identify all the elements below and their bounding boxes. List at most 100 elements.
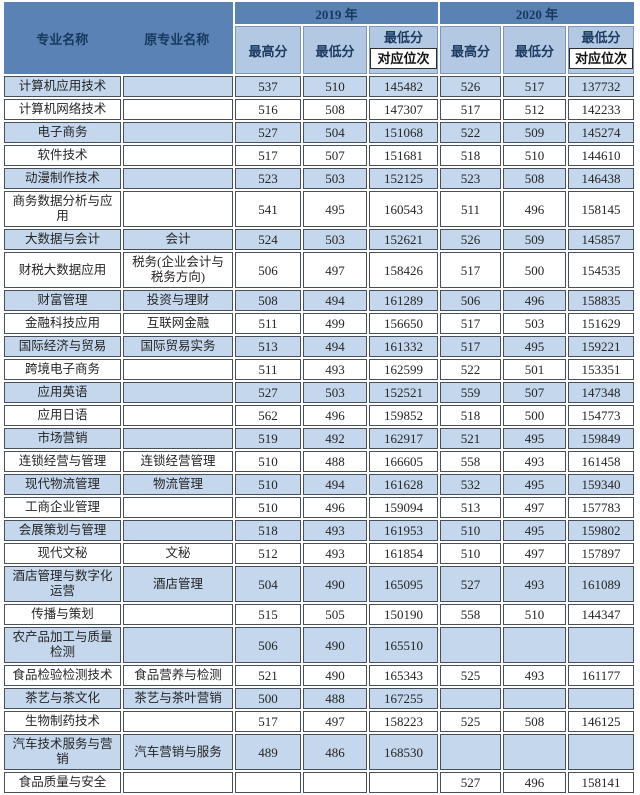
cell-major: 生物制药技术 bbox=[4, 711, 121, 732]
cell-original-major bbox=[123, 191, 233, 227]
cell-2020-min bbox=[503, 688, 566, 709]
cell-2019-max: 519 bbox=[235, 428, 301, 449]
header-2019-rank-top: 最低分 bbox=[370, 27, 437, 48]
header-2020-rank-top: 最低分 bbox=[569, 27, 633, 48]
cell-2019-min: 499 bbox=[303, 313, 367, 334]
cell-2019-rank: 156650 bbox=[369, 313, 438, 334]
cell-2019-rank: 151068 bbox=[369, 122, 438, 143]
cell-2019-rank: 159094 bbox=[369, 497, 438, 518]
cell-2019-max: 510 bbox=[235, 474, 301, 495]
header-2020-rank-bottom: 对应位次 bbox=[569, 48, 633, 69]
cell-2019-min: 510 bbox=[303, 76, 367, 97]
cell-original-major bbox=[123, 497, 233, 518]
table-row: 茶艺与茶文化 茶艺与茶叶营销 500 488 167255 bbox=[4, 688, 634, 709]
cell-2020-rank: 158835 bbox=[568, 290, 634, 311]
cell-original-major bbox=[123, 711, 233, 732]
cell-2020-max: 510 bbox=[440, 543, 501, 564]
cell-2019-min: 495 bbox=[303, 191, 367, 227]
cell-2019-rank: 168530 bbox=[369, 734, 438, 770]
cell-2019-rank: 161628 bbox=[369, 474, 438, 495]
cell-original-major: 连锁经营管理 bbox=[123, 451, 233, 472]
table-row: 农产品加工与质量检测 506 490 165510 bbox=[4, 627, 634, 663]
cell-major: 酒店管理与数字化运营 bbox=[4, 566, 121, 602]
cell-major: 茶艺与茶文化 bbox=[4, 688, 121, 709]
cell-major: 传播与策划 bbox=[4, 604, 121, 625]
cell-2020-max: 521 bbox=[440, 428, 501, 449]
cell-2020-min bbox=[503, 627, 566, 663]
cell-2020-max: 525 bbox=[440, 711, 501, 732]
cell-2019-max: 517 bbox=[235, 711, 301, 732]
cell-2019-rank: 165510 bbox=[369, 627, 438, 663]
cell-2020-min: 507 bbox=[503, 382, 566, 403]
cell-2019-rank: 162599 bbox=[369, 359, 438, 380]
cell-2020-min: 496 bbox=[503, 191, 566, 227]
cell-2019-min: 488 bbox=[303, 451, 367, 472]
cell-2019-min: 494 bbox=[303, 474, 367, 495]
table-row: 汽车技术服务与营销 汽车营销与服务 489 486 168530 bbox=[4, 734, 634, 770]
cell-major: 金融科技应用 bbox=[4, 313, 121, 334]
cell-2019-rank: 145482 bbox=[369, 76, 438, 97]
table-row: 商务数据分析与应用 541 495 160543 511 496 158145 bbox=[4, 191, 634, 227]
table-row: 食品质量与安全 527 496 158141 bbox=[4, 772, 634, 793]
cell-2019-rank: 152125 bbox=[369, 168, 438, 189]
cell-original-major bbox=[123, 99, 233, 120]
cell-2019-max: 562 bbox=[235, 405, 301, 426]
cell-2020-max: 518 bbox=[440, 145, 501, 166]
cell-2019-max: 500 bbox=[235, 688, 301, 709]
cell-2019-max: 523 bbox=[235, 168, 301, 189]
cell-original-major: 文秘 bbox=[123, 543, 233, 564]
cell-major: 农产品加工与质量检测 bbox=[4, 627, 121, 663]
cell-major: 会展策划与管理 bbox=[4, 520, 121, 541]
cell-major: 应用英语 bbox=[4, 382, 121, 403]
cell-2020-min: 493 bbox=[503, 451, 566, 472]
cell-original-major: 会计 bbox=[123, 229, 233, 250]
header-year-2019: 2019 年 bbox=[235, 2, 438, 24]
cell-2020-rank: 154535 bbox=[568, 252, 634, 288]
table-row: 会展策划与管理 518 493 161953 510 495 159802 bbox=[4, 520, 634, 541]
cell-2019-max: 511 bbox=[235, 313, 301, 334]
table-row: 连锁经营与管理 连锁经营管理 510 488 166605 558 493 161458 bbox=[4, 451, 634, 472]
cell-2019-min: 488 bbox=[303, 688, 367, 709]
header-2019-rank-bottom: 对应位次 bbox=[370, 48, 437, 69]
cell-2019-max: 489 bbox=[235, 734, 301, 770]
cell-original-major: 国际贸易实务 bbox=[123, 336, 233, 357]
cell-2019-rank: 147307 bbox=[369, 99, 438, 120]
cell-2019-min: 490 bbox=[303, 566, 367, 602]
cell-2019-max: 537 bbox=[235, 76, 301, 97]
cell-major: 大数据与会计 bbox=[4, 229, 121, 250]
cell-2019-rank: 158223 bbox=[369, 711, 438, 732]
cell-2019-max: 521 bbox=[235, 665, 301, 686]
cell-2020-max: 517 bbox=[440, 336, 501, 357]
cell-2020-max: 510 bbox=[440, 520, 501, 541]
cell-2019-max: 506 bbox=[235, 627, 301, 663]
cell-2019-max: 541 bbox=[235, 191, 301, 227]
cell-2020-min: 496 bbox=[503, 772, 566, 793]
cell-2019-max: 510 bbox=[235, 497, 301, 518]
cell-2020-max: 525 bbox=[440, 665, 501, 686]
cell-2020-min: 501 bbox=[503, 359, 566, 380]
cell-2020-min bbox=[503, 734, 566, 770]
cell-original-major bbox=[123, 359, 233, 380]
cell-major: 跨境电子商务 bbox=[4, 359, 121, 380]
cell-2019-min: 496 bbox=[303, 497, 367, 518]
cell-original-major bbox=[123, 520, 233, 541]
cell-2020-min: 497 bbox=[503, 497, 566, 518]
cell-2020-rank: 154773 bbox=[568, 405, 634, 426]
cell-2020-rank: 145857 bbox=[568, 229, 634, 250]
table-row: 国际经济与贸易 国际贸易实务 513 494 161332 517 495 159221 bbox=[4, 336, 634, 357]
cell-2019-max: 527 bbox=[235, 382, 301, 403]
cell-2020-max: 518 bbox=[440, 405, 501, 426]
cell-2019-min: 507 bbox=[303, 145, 367, 166]
header-year-2020: 2020 年 bbox=[440, 2, 634, 24]
header-2020-min-rank: 最低分 对应位次 bbox=[568, 26, 634, 74]
cell-major: 食品检验检测技术 bbox=[4, 665, 121, 686]
header-2020-max: 最高分 bbox=[440, 26, 501, 74]
cell-2019-rank: 160543 bbox=[369, 191, 438, 227]
cell-2019-min: 493 bbox=[303, 359, 367, 380]
cell-2020-rank: 137732 bbox=[568, 76, 634, 97]
cell-2020-min: 500 bbox=[503, 252, 566, 288]
cell-major: 工商企业管理 bbox=[4, 497, 121, 518]
cell-2020-max: 526 bbox=[440, 76, 501, 97]
cell-2019-max: 506 bbox=[235, 252, 301, 288]
